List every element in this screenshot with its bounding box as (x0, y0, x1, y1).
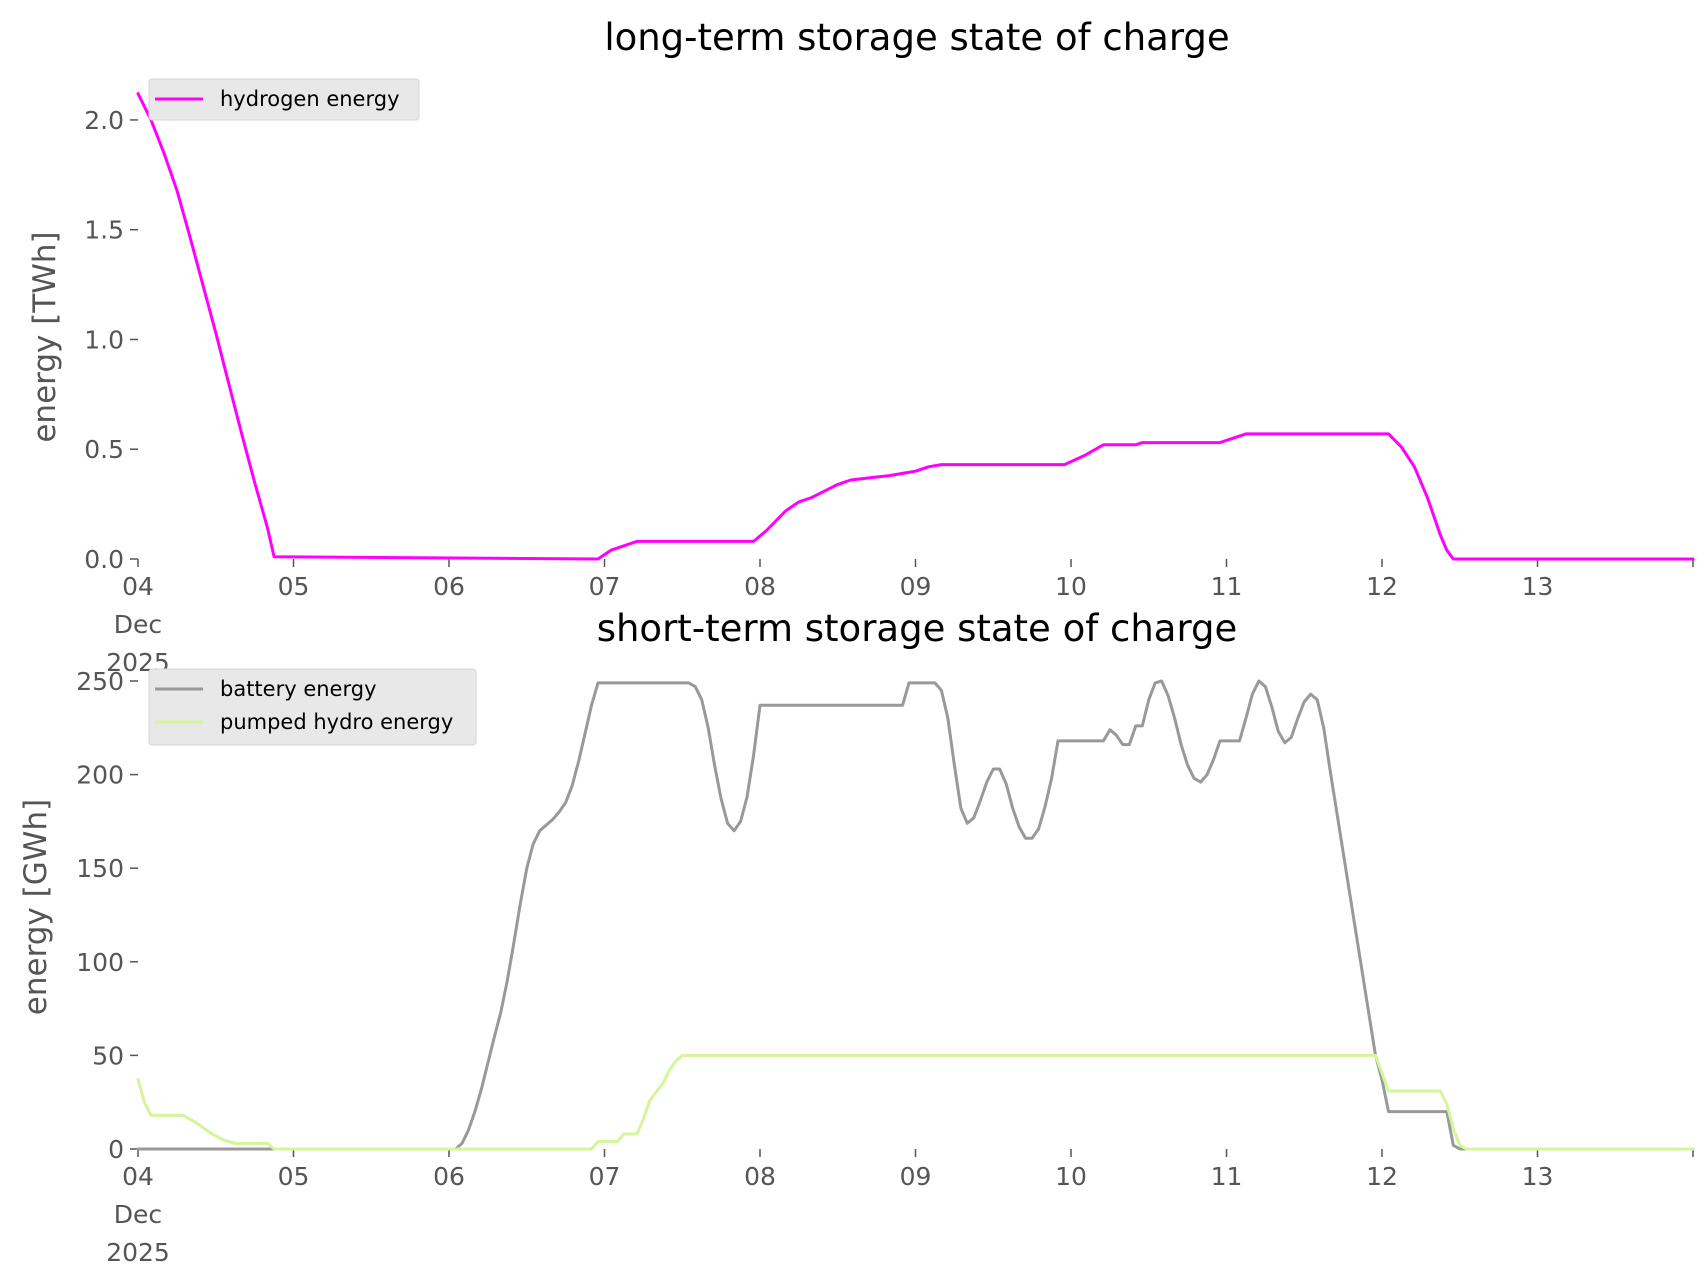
y-tick-label-long-term: 0.5 (84, 435, 124, 464)
x-tick-label-short-term: 10 (1055, 1162, 1087, 1191)
axes-short-term: 0 50 100 150 200 250 04 Dec 2025 05 06 07 08 09 10 11 12… (76, 667, 1694, 1267)
y-tick-label-short-term: 50 (92, 1041, 124, 1070)
chart-long-term: long-term storage state of charge energy… (27, 16, 1695, 677)
y-tick-label-short-term: 0 (108, 1135, 124, 1164)
x-tick-label-short-term: 11 (1211, 1162, 1243, 1191)
chart-title-long-term: long-term storage state of charge (604, 16, 1229, 59)
y-axis-label-long-term: energy [TWh] (27, 231, 63, 442)
x-tick-label-short-term: 05 (278, 1162, 310, 1191)
x-tick-label-short-term: 12 (1366, 1162, 1398, 1191)
y-axis-label-short-term: energy [GWh] (18, 799, 54, 1015)
x-tick-label-short-term: 09 (900, 1162, 932, 1191)
x-tick-label-long-term: 11 (1211, 572, 1243, 601)
x-tick-label-long-term: 10 (1055, 572, 1087, 601)
chart-title-short-term: short-term storage state of charge (597, 607, 1238, 650)
legend-box-long-term (148, 78, 420, 121)
series-line-pumped-hydro-energy (136, 1053, 1695, 1151)
x-tick-label-long-term: 06 (433, 572, 465, 601)
legend-short-term: battery energy pumped hydro energy (148, 668, 477, 746)
x-tick-label-short-term: 08 (744, 1162, 776, 1191)
legend-label-hydrogen-energy: hydrogen energy (220, 87, 400, 111)
legend-label-pumped-hydro-energy: pumped hydro energy (220, 710, 453, 734)
x-tick-label-long-term: 05 (278, 572, 310, 601)
x-tick-label-long-term: 13 (1522, 572, 1554, 601)
series-line-battery-energy (136, 679, 1695, 1151)
y-tick-label-long-term: 1.0 (84, 325, 124, 354)
x-tick-label-short-term: 07 (589, 1162, 621, 1191)
chart-short-term: short-term storage state of charge energ… (18, 607, 1695, 1267)
y-tick-label-long-term: 2.0 (84, 106, 124, 135)
series-line-hydrogen-energy (136, 92, 1695, 561)
x-tick-label-long-term: 08 (744, 572, 776, 601)
x-tick-label-long-term: 09 (900, 572, 932, 601)
x-tick-label-short-term: 13 (1522, 1162, 1554, 1191)
legend-long-term: hydrogen energy (148, 78, 420, 121)
legend-box-short-term (148, 668, 477, 746)
axes-long-term: 0.0 0.5 1.0 1.5 2.0 04 Dec 2025 05 06 07 08 09 10 11 12… (84, 106, 1694, 677)
x-tick-label-long-term: 04 Dec 2025 (106, 572, 170, 677)
x-tick-label-long-term: 12 (1366, 572, 1398, 601)
y-tick-label-short-term: 200 (76, 761, 124, 790)
y-tick-label-short-term: 150 (76, 854, 124, 883)
y-tick-label-short-term: 250 (76, 667, 124, 696)
y-tick-label-short-term: 100 (76, 948, 124, 977)
x-tick-label-short-term: 04 Dec 2025 (106, 1162, 170, 1267)
y-tick-label-long-term: 0.0 (84, 545, 124, 574)
y-tick-label-long-term: 1.5 (84, 216, 124, 245)
legend-label-battery-energy: battery energy (220, 677, 377, 701)
plot-area-short-term (136, 679, 1695, 1151)
x-tick-label-short-term: 06 (433, 1162, 465, 1191)
x-tick-label-long-term: 07 (589, 572, 621, 601)
plot-area-long-term (136, 92, 1695, 561)
